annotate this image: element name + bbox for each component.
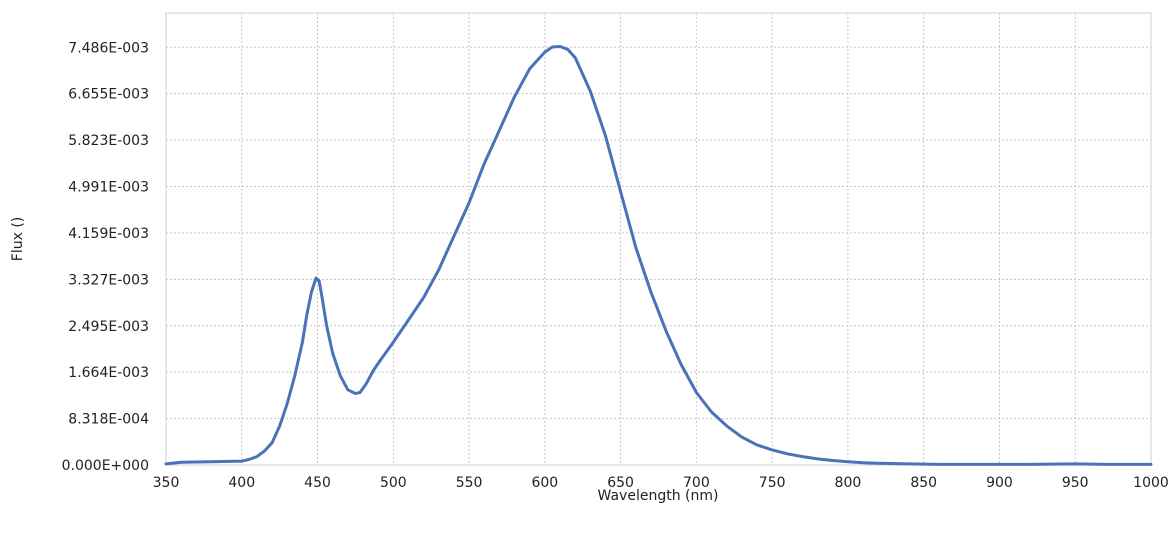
y-tick-label: 5.823E-003 xyxy=(68,133,149,149)
x-tick-label: 750 xyxy=(759,475,786,491)
x-tick-label: 700 xyxy=(683,475,710,491)
x-tick-label: 800 xyxy=(835,475,862,491)
y-tick-label: 3.327E-003 xyxy=(68,272,149,288)
x-tick-label: 400 xyxy=(228,475,255,491)
x-tick-label: 950 xyxy=(1062,475,1089,491)
series-layer xyxy=(164,45,1153,466)
y-tick-label: 6.655E-003 xyxy=(68,87,149,103)
grid-layer xyxy=(166,13,1151,465)
x-tick-label: 1000 xyxy=(1133,475,1169,491)
x-tick-label: 500 xyxy=(380,475,407,491)
x-tick-label: 350 xyxy=(153,475,180,491)
y-tick-label: 0.000E+000 xyxy=(62,458,149,474)
y-tick-label: 8.318E-004 xyxy=(68,412,149,428)
x-tick-label: 850 xyxy=(910,475,937,491)
flux-series-line xyxy=(164,45,1153,466)
x-tick-label: 450 xyxy=(304,475,331,491)
x-tick-label: 550 xyxy=(456,475,483,491)
x-axis-ticks: 350 400 450 500 550 600 650 700 750 800 850 900 950 1… xyxy=(153,475,1169,491)
x-tick-label: 900 xyxy=(986,475,1013,491)
y-axis-ticks: 0.000E+000 8.318E-004 1.664E-003 2.495E-003… xyxy=(62,40,149,474)
x-axis-title: Wavelength (nm) xyxy=(598,488,719,504)
y-tick-label: 7.486E-003 xyxy=(68,40,149,56)
y-tick-label: 1.664E-003 xyxy=(68,365,149,381)
y-tick-label: 4.991E-003 xyxy=(68,179,149,195)
plot-frame xyxy=(165,12,1152,466)
x-tick-label: 650 xyxy=(607,475,634,491)
y-tick-label: 4.159E-003 xyxy=(68,226,149,242)
x-tick-label: 600 xyxy=(531,475,558,491)
y-tick-label: 2.495E-003 xyxy=(68,319,149,335)
y-axis-title: Flux () xyxy=(10,217,26,261)
